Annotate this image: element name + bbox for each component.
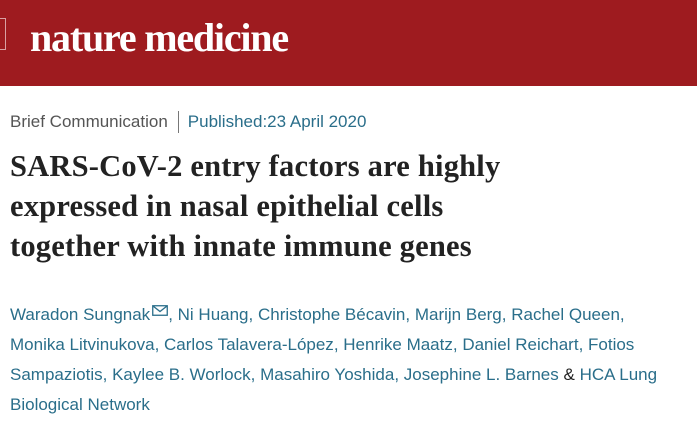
author-link[interactable]: Ni Huang [177, 305, 249, 324]
site-header: nature medicine [0, 0, 697, 86]
author-list: Waradon Sungnak, Ni Huang, Christophe Bé… [10, 300, 690, 420]
author-link[interactable]: Christophe Bécavin [257, 305, 406, 324]
author-link[interactable]: Rachel Queen [511, 305, 620, 324]
author-separator: , [394, 365, 404, 384]
author-link[interactable]: Kaylee B. Worlock [112, 365, 251, 384]
author-separator: , [248, 305, 258, 324]
author-link[interactable]: Carlos Talavera-López [164, 335, 334, 354]
author-separator: , [333, 335, 344, 354]
author-link[interactable]: Daniel Reichart [462, 335, 579, 354]
author-separator: , [452, 335, 463, 354]
author-line: Waradon Sungnak, Ni Huang, Christophe Bé… [10, 300, 690, 330]
author-line: Sampaziotis, Kaylee B. Worlock, Masahiro… [10, 360, 690, 390]
author-link[interactable]: Sampaziotis [10, 365, 103, 384]
author-link[interactable]: Josephine L. Barnes [403, 365, 559, 384]
mail-icon[interactable] [152, 305, 169, 316]
header-edge-tab [0, 18, 6, 50]
title-line: together with innate immune genes [10, 229, 472, 263]
author-link[interactable]: Henrike Maatz [343, 335, 453, 354]
author-link[interactable]: Fotios [588, 335, 635, 354]
article-type: Brief Communication [10, 112, 168, 131]
author-link[interactable]: HCA Lung [579, 365, 658, 384]
author-separator: , [578, 335, 589, 354]
author-ampersand: & [558, 365, 580, 384]
published-date: 23 April 2020 [267, 112, 367, 131]
title-line: SARS-CoV-2 entry factors are highly [10, 149, 501, 183]
author-separator: , [619, 305, 625, 324]
author-line: Monika Litvinukova, Carlos Talavera-Lópe… [10, 330, 690, 360]
author-separator: , [501, 305, 512, 324]
journal-logo[interactable]: nature medicine [30, 15, 289, 60]
author-link[interactable]: Biological Network [10, 395, 150, 414]
author-separator: , [154, 335, 165, 354]
author-link[interactable]: Waradon Sungnak [10, 305, 151, 324]
author-link[interactable]: Monika Litvinukova [10, 335, 155, 354]
article-meta: Brief Communication Published: 23 April … [10, 110, 366, 134]
author-separator: , [168, 305, 178, 324]
article-title: SARS-CoV-2 entry factors are highly expr… [10, 146, 690, 266]
author-separator: , [250, 365, 261, 384]
author-link[interactable]: Marijn Berg [414, 305, 502, 324]
author-link[interactable]: Masahiro Yoshida [260, 365, 395, 384]
author-separator: , [102, 365, 113, 384]
author-separator: , [405, 305, 415, 324]
title-line: expressed in nasal epithelial cells [10, 189, 444, 223]
meta-divider [177, 111, 179, 133]
author-line: Biological Network [10, 390, 690, 420]
published-label: Published: [187, 112, 268, 131]
